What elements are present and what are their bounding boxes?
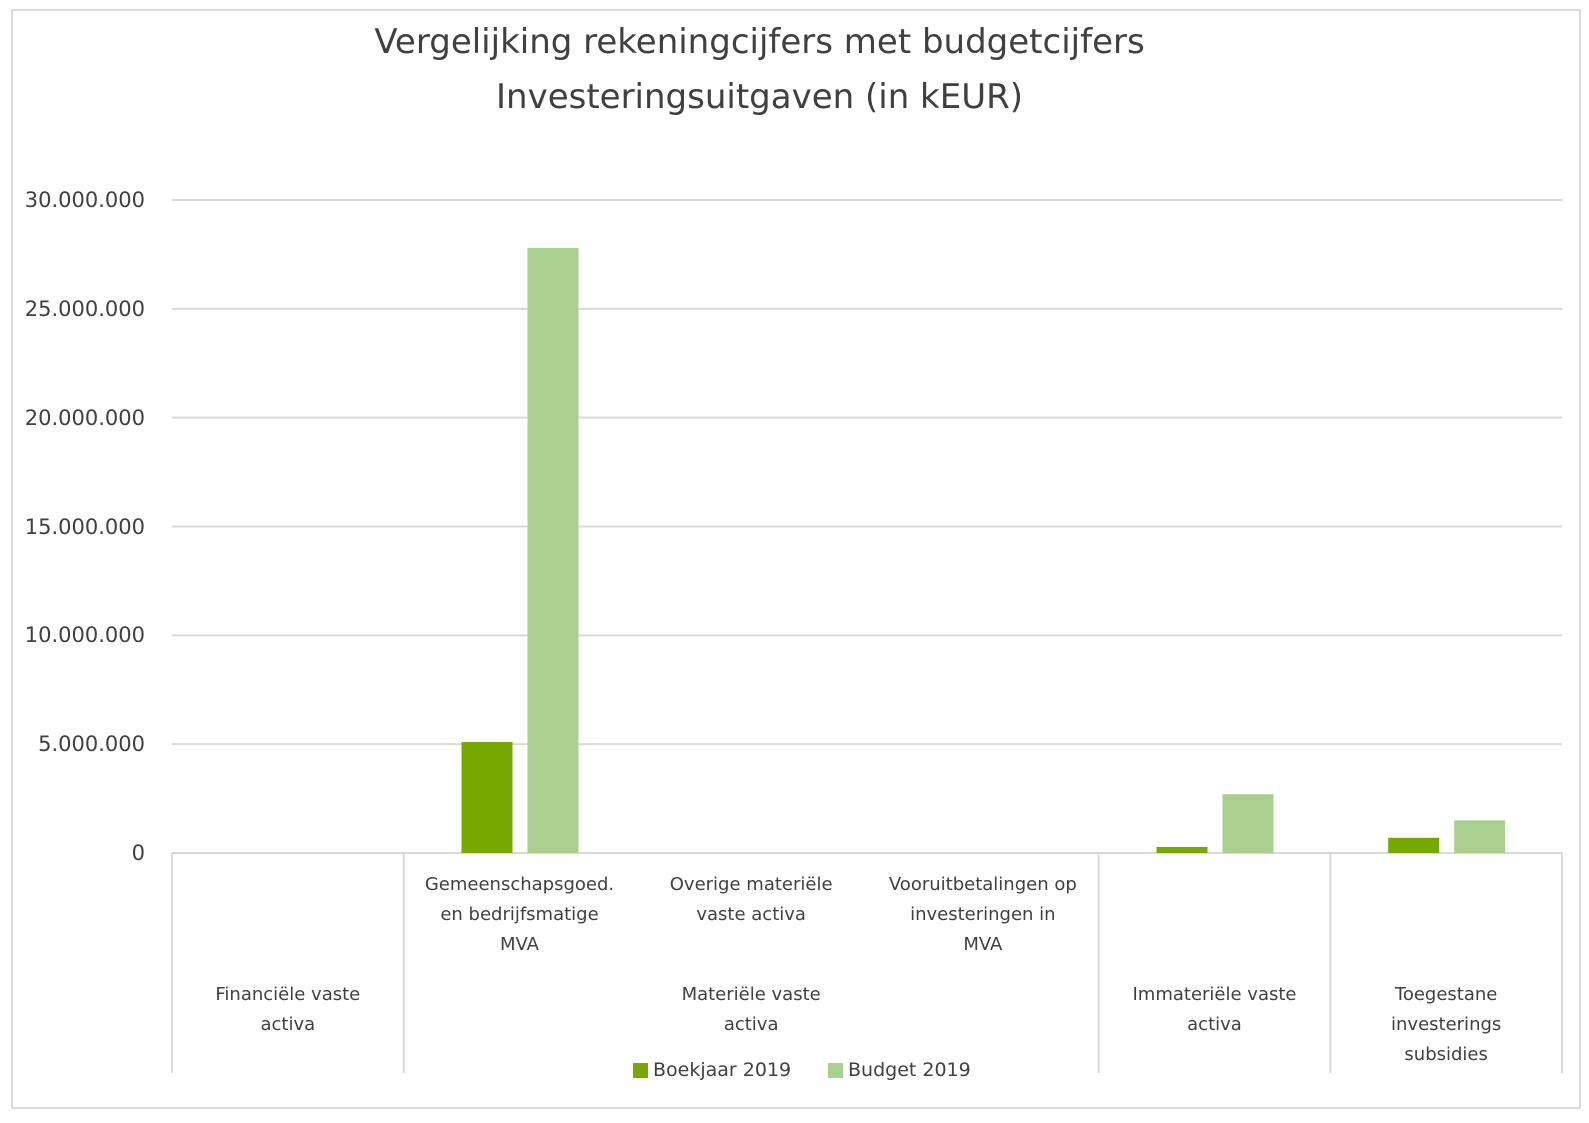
bar [1222,794,1274,853]
bar [461,741,513,853]
legend-swatch [633,1063,648,1078]
chart-title: Vergelijking rekeningcijfers met budgetc… [374,22,1145,62]
x-tick-label: Vooruitbetalingen op investeringen in MV… [888,874,1077,955]
y-tick-label: 25.000.000 [24,296,145,321]
chart-border [11,9,1581,1109]
y-tick-label: 15.000.000 [24,514,145,539]
x-tick-label: Overige materiële vaste activa [669,874,833,925]
y-tick-label: 20.000.000 [24,405,145,430]
legend-swatch [828,1063,843,1078]
group-label: Toegestane investerings subsidies [1391,984,1502,1065]
group-label: Materiële vaste activa [681,984,821,1035]
legend-label: Budget 2019 [848,1059,971,1081]
group-label: Financiële vaste activa [215,984,361,1035]
legend-label: Boekjaar 2019 [653,1059,792,1081]
x-tick-label: Gemeenschapsgoed. en bedrijfsmatige MVA [424,874,615,955]
bar [1156,846,1208,853]
y-tick-label: 0 [131,841,145,865]
bar [527,247,579,854]
y-tick-label: 10.000.000 [24,623,145,648]
y-tick-label: 5.000.000 [38,732,145,757]
chart-subtitle: Investeringsuitgaven (in kEUR) [496,77,1023,117]
group-label: Immateriële vaste activa [1132,984,1297,1035]
bar [1454,820,1506,853]
y-tick-label: 30.000.000 [24,188,145,212]
bar [1388,837,1440,853]
